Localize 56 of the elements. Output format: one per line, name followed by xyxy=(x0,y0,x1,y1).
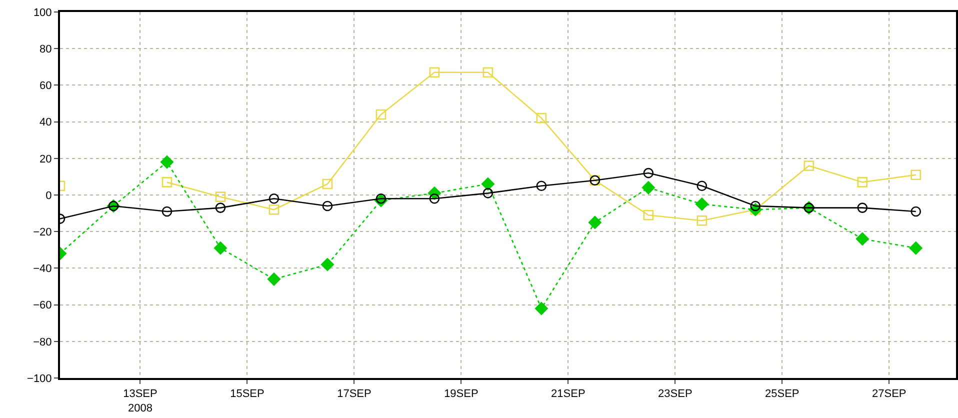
point xyxy=(162,177,172,188)
y-tick-label: 60 xyxy=(40,80,52,92)
point xyxy=(214,242,227,255)
x-tick-label: 23SEP xyxy=(658,388,692,400)
point xyxy=(588,216,602,229)
y-tick-label: 100 xyxy=(33,6,52,19)
point xyxy=(536,112,547,124)
point xyxy=(481,178,494,191)
point xyxy=(695,198,708,211)
point xyxy=(267,272,280,286)
y-tick-label: −20 xyxy=(33,226,52,238)
y-tick-label: 20 xyxy=(40,153,52,166)
point xyxy=(857,202,868,213)
point xyxy=(910,206,922,217)
point xyxy=(215,192,226,202)
point xyxy=(376,109,386,120)
point xyxy=(857,177,868,188)
x-tick-label: 21SEP xyxy=(551,388,586,400)
point xyxy=(536,180,547,191)
x-tick-label: 27SEP xyxy=(872,388,906,400)
x-tick-label: 13SEP 2008 xyxy=(123,388,158,414)
x-tick-label: 19SEP xyxy=(444,388,478,400)
point xyxy=(804,160,814,171)
point xyxy=(215,202,226,213)
point xyxy=(534,302,548,315)
point xyxy=(320,258,334,272)
point xyxy=(376,194,386,204)
point xyxy=(429,67,440,78)
point xyxy=(642,181,655,194)
point xyxy=(696,180,708,191)
y-tick-label: −40 xyxy=(33,263,52,276)
point xyxy=(322,178,333,190)
point xyxy=(643,210,654,220)
point xyxy=(268,204,280,215)
point xyxy=(909,242,922,255)
point xyxy=(429,194,440,204)
y-tick-label: 40 xyxy=(40,116,52,129)
x-tick-label: 15SEP xyxy=(230,388,264,400)
point xyxy=(750,200,761,212)
y-tick-label: 0 xyxy=(46,190,52,202)
point xyxy=(696,215,708,226)
y-tick-label: −100 xyxy=(27,372,52,385)
point xyxy=(856,232,869,246)
point xyxy=(160,156,174,169)
point xyxy=(322,200,333,212)
point xyxy=(268,194,280,204)
point xyxy=(910,170,922,180)
point xyxy=(482,188,494,198)
y-tick-label: −60 xyxy=(33,300,52,312)
point xyxy=(162,206,172,217)
x-tick-label: 17SEP xyxy=(337,388,372,400)
y-tick-label: −80 xyxy=(33,336,52,348)
x-tick-label: 25SEP xyxy=(765,388,800,400)
y-tick-label: 80 xyxy=(40,43,52,56)
point xyxy=(643,168,654,178)
point xyxy=(482,67,494,78)
